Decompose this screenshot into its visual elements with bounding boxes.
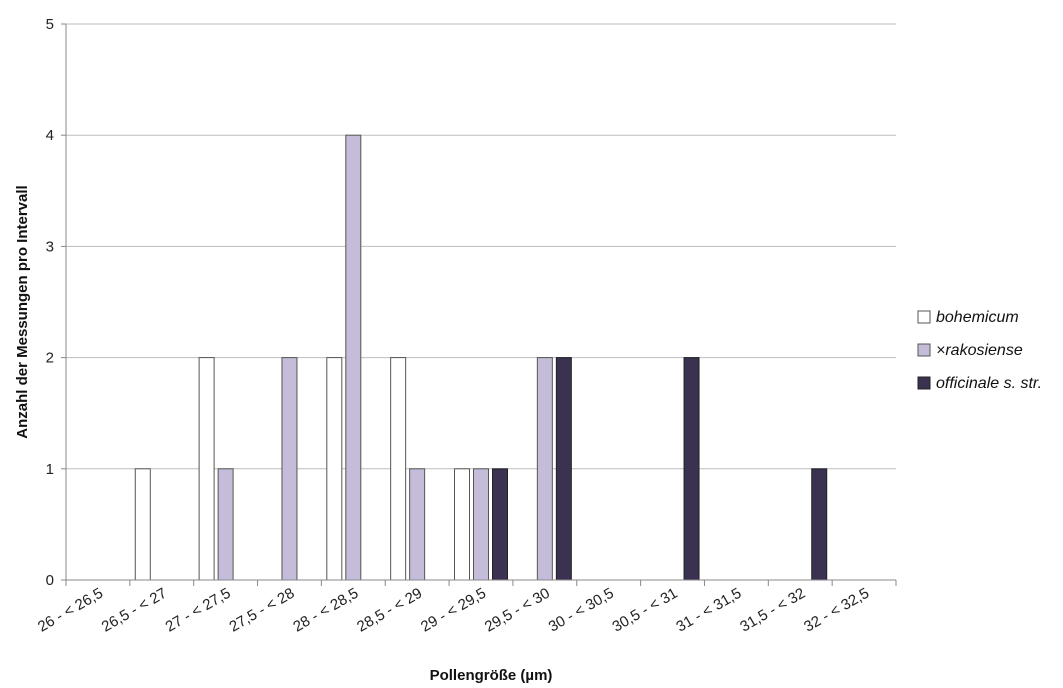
x-tick-label: 29,5 - < 30 xyxy=(482,585,553,636)
bar xyxy=(326,357,343,581)
bar xyxy=(217,468,234,581)
bar xyxy=(473,468,489,581)
bar xyxy=(555,357,572,581)
x-tick-label: 30 - < 30,5 xyxy=(546,585,617,636)
legend-label: bohemicum xyxy=(936,309,1019,326)
bar xyxy=(390,357,407,581)
y-tick-label: 0 xyxy=(46,572,54,589)
legend-label: ×rakosiense xyxy=(936,342,1023,359)
legend-label: officinale s. str. xyxy=(936,375,1042,392)
x-axis-label: Pollengröße (µm) xyxy=(430,667,553,684)
x-tick-label: 27 - < 27,5 xyxy=(163,585,234,636)
bar xyxy=(454,468,470,581)
bar xyxy=(536,357,553,581)
bar xyxy=(281,357,298,581)
bar xyxy=(409,468,426,581)
legend-swatch xyxy=(917,343,931,357)
gridlines xyxy=(66,23,896,470)
y-tick-label: 1 xyxy=(46,461,54,478)
x-tick-label: 31 - < 31,5 xyxy=(673,585,744,636)
y-axis-label: Anzahl der Messungen pro Intervall xyxy=(14,185,31,438)
y-axis-ticks: 0 1 2 3 4 5 xyxy=(46,16,66,589)
bar xyxy=(345,134,362,581)
x-tick-label: 28,5 - < 29 xyxy=(354,585,425,636)
bar xyxy=(683,357,700,581)
legend: bohemicum ×rakosiense officinale s. str. xyxy=(917,309,1042,392)
y-tick-label: 4 xyxy=(46,127,54,144)
bar xyxy=(492,468,508,581)
x-tick-label: 26 - < 26,5 xyxy=(35,585,106,636)
x-tick-label: 27,5 - < 28 xyxy=(226,585,297,636)
x-tick-label: 31,5 - < 32 xyxy=(737,585,808,636)
bar xyxy=(134,468,151,581)
x-tick-label: 26,5 - < 27 xyxy=(99,585,170,636)
legend-swatch xyxy=(917,310,931,324)
x-tick-label: 29 - < 29,5 xyxy=(418,585,489,636)
x-tick-label: 28 - < 28,5 xyxy=(290,585,361,636)
x-tick-label: 32 - < 32,5 xyxy=(801,585,872,636)
bar xyxy=(198,357,215,581)
bar xyxy=(811,468,828,581)
y-tick-label: 3 xyxy=(46,238,54,255)
y-tick-label: 2 xyxy=(46,350,54,367)
y-tick-label: 5 xyxy=(46,16,54,33)
legend-swatch xyxy=(917,376,931,390)
x-tick-label: 30,5 - < 31 xyxy=(610,585,681,636)
